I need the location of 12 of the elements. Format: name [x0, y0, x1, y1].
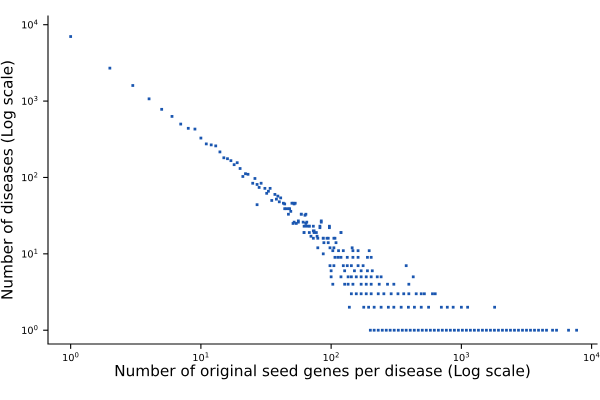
y-tick-label: 10$^{4}$	[22, 20, 38, 28]
y-axis-title: Number of diseases (Log scale)	[0, 61, 16, 299]
x-tick-label: 10$^{2}$	[324, 352, 339, 362]
x-tick-label: 10$^{1}$	[193, 352, 208, 362]
y-tick-label: 10$^{2}$	[22, 172, 38, 182]
x-axis-title: Number of original seed genes per disease (Log scale)	[116, 364, 530, 380]
x-tick-label: 10$^{4}$	[584, 352, 600, 362]
y-tick-label: 10$^{1}$	[22, 248, 38, 258]
y-tick-label: 10$^{3}$	[22, 96, 38, 105]
x-tick-label: 10$^{0}$	[63, 352, 78, 362]
y-tick-label: 10$^{0}$	[22, 325, 38, 334]
x-tick-label: 10$^{3}$	[454, 352, 470, 362]
